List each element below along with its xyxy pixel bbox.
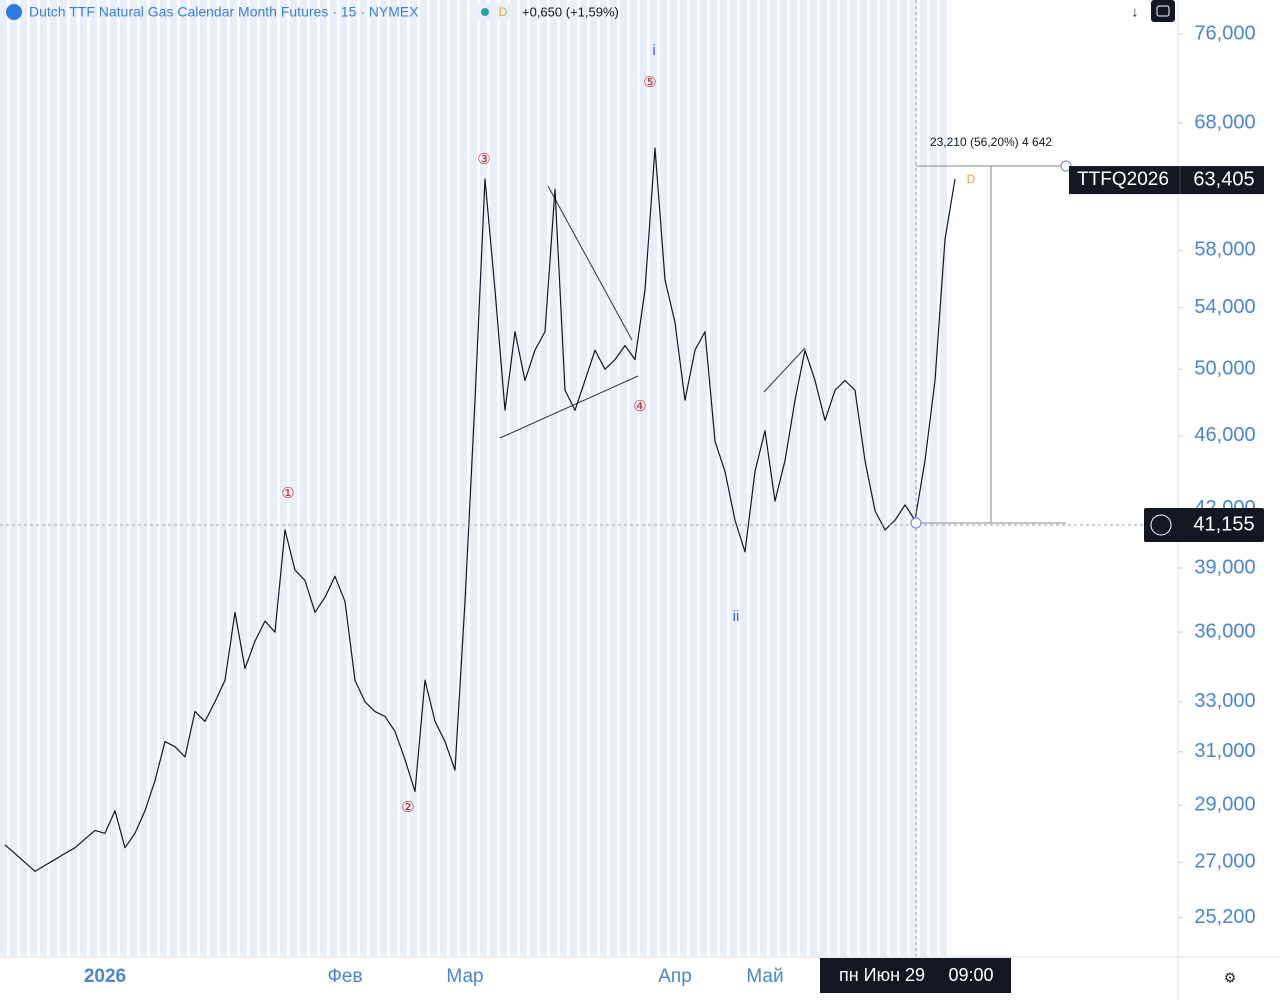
crosshair-time-box: [820, 958, 1011, 993]
crosshair-time: 09:00: [948, 965, 993, 985]
y-tick-label: 27,000: [1194, 851, 1255, 873]
y-tick-label: 58,000: [1194, 239, 1255, 261]
trend-line: [763, 347, 806, 393]
crosshair-date: пн Июн 29: [839, 965, 925, 985]
y-tick-label: 76,000: [1194, 22, 1255, 44]
settings-icon[interactable]: ⚙: [1224, 970, 1237, 986]
wave-label: ③: [477, 151, 490, 168]
y-tick-label: 36,000: [1194, 620, 1255, 642]
y-tick-label: 25,200: [1194, 906, 1255, 928]
status-dot: [481, 8, 489, 16]
x-tick-label: Май: [746, 966, 783, 987]
crosshair-plus: [1150, 514, 1172, 536]
session-bands: [0, 0, 950, 956]
last-price-value: 63,405: [1193, 168, 1254, 190]
y-tick-label: 33,000: [1194, 690, 1255, 712]
y-tick-label: 54,000: [1194, 296, 1255, 318]
trend-line: [547, 185, 633, 341]
last-price-box: [1069, 166, 1264, 195]
last-price-symbol: TTFQ2026: [1077, 169, 1169, 190]
wave-label: i: [652, 42, 655, 59]
measure-label: 23,210 (56,20%) 4 642: [930, 135, 1052, 149]
badge: D: [499, 5, 508, 19]
y-tick-label: 50,000: [1194, 357, 1255, 379]
x-tick-label: Фев: [327, 966, 362, 987]
scroll-icon[interactable]: ↓: [1132, 4, 1139, 20]
trend-line: [499, 375, 639, 439]
y-tick-label: 31,000: [1194, 740, 1255, 762]
status-pill: [474, 3, 516, 21]
session-badge: D: [967, 172, 976, 186]
measure-handle: [910, 517, 922, 529]
x-tick-label: Апр: [658, 966, 692, 987]
wave-label: ①: [281, 485, 294, 502]
y-tick-label: 39,000: [1194, 556, 1255, 578]
price-line: [4, 147, 956, 872]
wave-label: ②: [401, 799, 414, 816]
wave-label: ④: [633, 398, 646, 415]
x-tick-label: 2026: [84, 966, 126, 987]
symbol-icon: [6, 4, 22, 20]
y-tick-label: 46,000: [1194, 424, 1255, 446]
x-tick-label: Мар: [446, 966, 483, 987]
chart-title: Dutch TTF Natural Gas Calendar Month Fut…: [29, 4, 419, 20]
crosshair-price: 41,155: [1193, 513, 1254, 535]
wave-label: ii: [733, 608, 740, 625]
crosshair-price-box: [1144, 507, 1264, 542]
screen-icon: [1156, 5, 1170, 17]
y-tick-label: 68,000: [1194, 111, 1255, 133]
wave-label: ⑤: [643, 74, 656, 91]
y-tick-label: 29,000: [1194, 793, 1255, 815]
screen-button[interactable]: [1151, 0, 1175, 22]
change: +0,650 (+1,59%): [522, 4, 619, 19]
